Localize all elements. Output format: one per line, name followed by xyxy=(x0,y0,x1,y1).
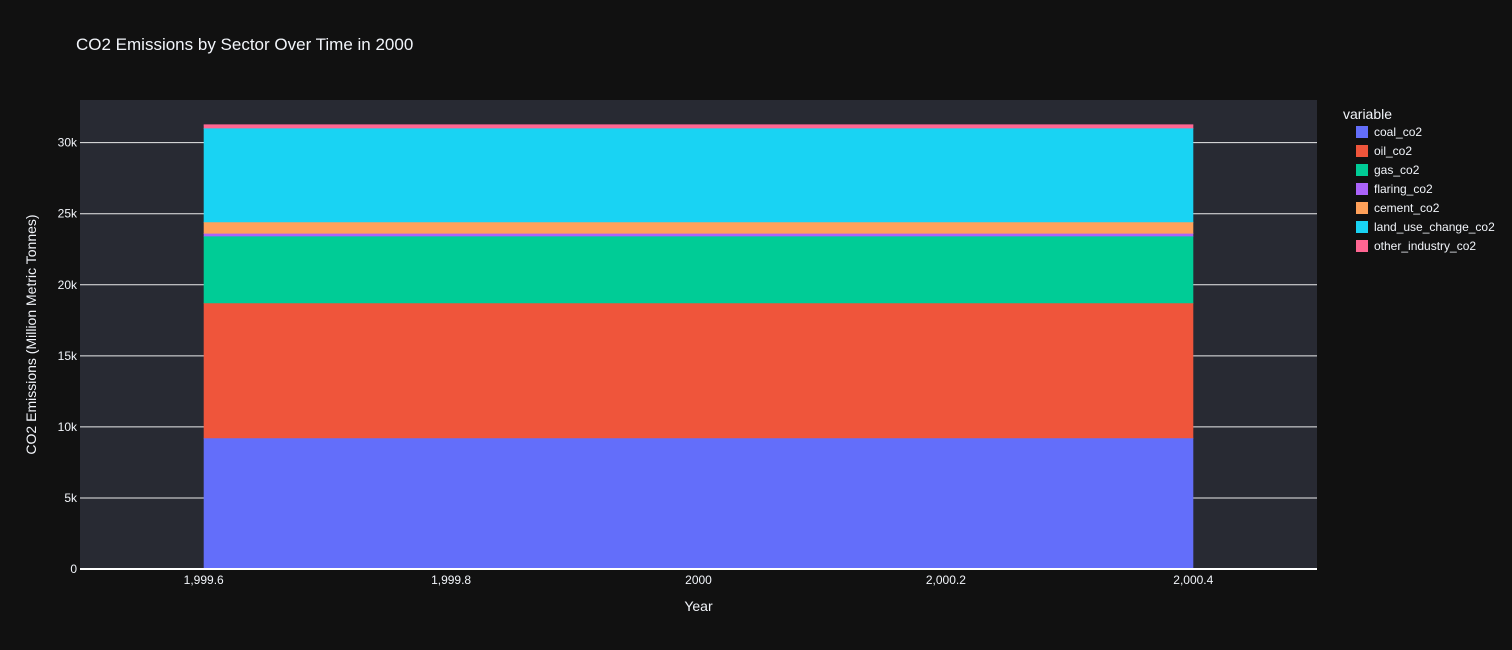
x-tick-label: 2000 xyxy=(685,573,712,587)
legend-label: gas_co2 xyxy=(1374,163,1420,177)
y-tick-label: 5k xyxy=(64,491,78,505)
area-land-use-change-co2[interactable] xyxy=(203,128,1194,223)
y-axis-title: CO2 Emissions (Million Metric Tonnes) xyxy=(23,214,39,454)
legend-swatch xyxy=(1356,183,1368,195)
x-tick-label: 1,999.6 xyxy=(184,573,224,587)
legend-item-cement-co2[interactable]: cement_co2 xyxy=(1356,201,1440,215)
legend-label: cement_co2 xyxy=(1374,201,1440,215)
x-axis-title: Year xyxy=(684,598,713,614)
area-cement-co2[interactable] xyxy=(203,222,1194,234)
x-tick-label: 2,000.4 xyxy=(1173,573,1213,587)
legend-swatch xyxy=(1356,202,1368,214)
y-tick-label: 25k xyxy=(58,207,78,221)
y-tick-label: 10k xyxy=(58,420,78,434)
legend-swatch xyxy=(1356,221,1368,233)
area-series xyxy=(203,124,1194,569)
y-tick-label: 20k xyxy=(58,278,78,292)
axes: 0 5k 10k 15k 20k 25k 30k 1,999.6 1,999.8 2000 2,00… xyxy=(58,136,1317,587)
legend-swatch xyxy=(1356,126,1368,138)
legend-item-oil-co2[interactable]: oil_co2 xyxy=(1356,144,1412,158)
legend-label: other_industry_co2 xyxy=(1374,239,1476,253)
legend-item-coal-co2[interactable]: coal_co2 xyxy=(1356,125,1422,139)
legend-swatch xyxy=(1356,240,1368,252)
legend[interactable]: variable coal_co2 oil_co2 gas_co2 flaring_c… xyxy=(1343,106,1495,253)
x-tick-label: 1,999.8 xyxy=(431,573,471,587)
x-tick-label: 2,000.2 xyxy=(926,573,966,587)
legend-label: land_use_change_co2 xyxy=(1374,220,1495,234)
legend-swatch xyxy=(1356,164,1368,176)
area-gas-co2[interactable] xyxy=(203,236,1194,304)
y-tick-label: 0 xyxy=(70,562,77,576)
area-other-industry-co2[interactable] xyxy=(203,124,1194,129)
legend-swatch xyxy=(1356,145,1368,157)
y-tick-label: 15k xyxy=(58,349,78,363)
area-oil-co2[interactable] xyxy=(203,303,1194,439)
legend-item-gas-co2[interactable]: gas_co2 xyxy=(1356,163,1420,177)
area-flaring-co2[interactable] xyxy=(203,233,1194,237)
chart-title: CO2 Emissions by Sector Over Time in 200… xyxy=(76,35,413,54)
legend-label: coal_co2 xyxy=(1374,125,1422,139)
legend-item-other-industry-co2[interactable]: other_industry_co2 xyxy=(1356,239,1476,253)
legend-title: variable xyxy=(1343,106,1392,122)
legend-label: flaring_co2 xyxy=(1374,182,1433,196)
legend-label: oil_co2 xyxy=(1374,144,1412,158)
area-coal-co2[interactable] xyxy=(203,438,1194,569)
legend-item-land-use-change-co2[interactable]: land_use_change_co2 xyxy=(1356,220,1495,234)
y-tick-label: 30k xyxy=(58,136,78,150)
legend-item-flaring-co2[interactable]: flaring_co2 xyxy=(1356,182,1433,196)
